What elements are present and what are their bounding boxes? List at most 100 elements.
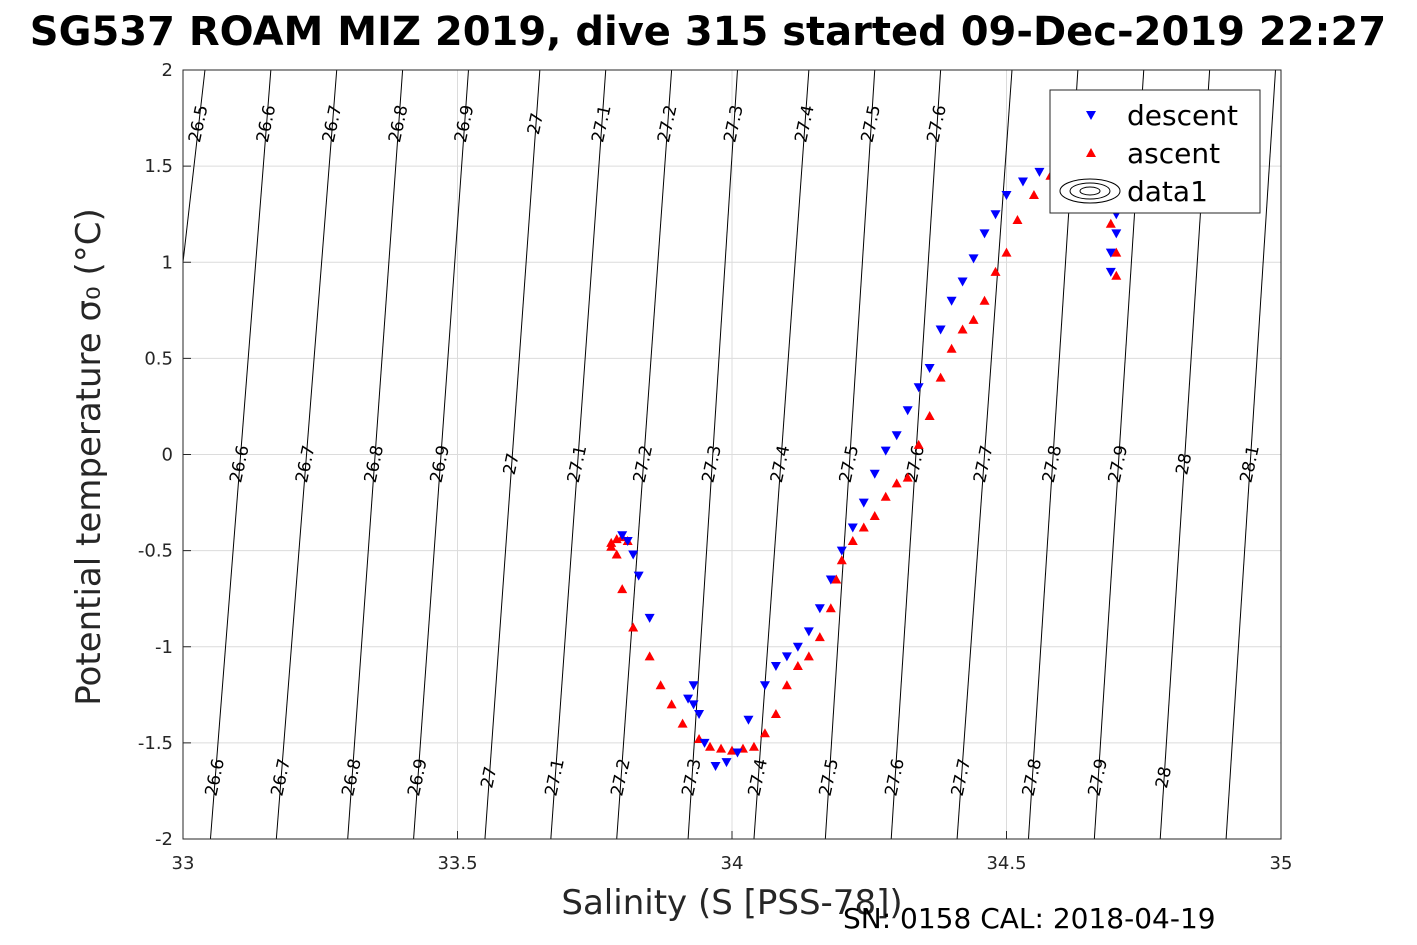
contour-line-26.5 <box>182 69 206 263</box>
ascent-point <box>836 555 847 565</box>
chart-title: SG537 ROAM MIZ 2019, dive 315 started 09… <box>30 9 1386 55</box>
y-axis-label: Potential temperature σ₀ (°C) <box>69 208 109 706</box>
y-tick-label: 1 <box>162 252 173 273</box>
descent-point <box>946 296 957 306</box>
descent-point <box>694 710 705 720</box>
legend-marker-ascent <box>1086 148 1096 157</box>
contour-line-27.7 <box>956 69 1013 840</box>
descent-point <box>688 681 699 691</box>
ascent-point <box>611 549 622 559</box>
ascent-point <box>1028 189 1039 199</box>
contour-line-26.9 <box>413 69 469 840</box>
ascent-point <box>617 584 628 594</box>
y-tick-label: -1 <box>155 637 173 658</box>
descent-point <box>683 694 694 704</box>
descent-point <box>935 325 946 335</box>
descent-point <box>990 210 1001 220</box>
ascent-point <box>913 439 924 449</box>
legend-label-ascent: ascent <box>1127 137 1220 170</box>
y-tick-label: -0.5 <box>138 541 173 562</box>
descent-point <box>699 738 710 748</box>
contour-line-26.8 <box>347 69 404 840</box>
descent-point <box>743 715 754 725</box>
y-tick-label: -1.5 <box>138 733 173 754</box>
contour-line-27.2 <box>616 69 673 840</box>
x-tick-label: 33.5 <box>437 853 477 874</box>
ascent-point <box>825 603 836 613</box>
ascent-point <box>968 314 979 324</box>
ascent-point <box>1012 214 1023 224</box>
ascent-point <box>946 343 957 353</box>
contour-line-26.7 <box>275 69 338 840</box>
ascent-point <box>655 680 666 690</box>
calibration-footer: SN: 0158 CAL: 2018-04-19 <box>843 902 1216 935</box>
y-axis-ticks: -2 -1.5 -1 -0.5 0 0.5 1 1.5 2 <box>138 60 191 850</box>
ascent-point <box>781 680 792 690</box>
x-tick-label: 35 <box>1270 853 1293 874</box>
contour-label-27: 27 <box>500 451 524 476</box>
x-tick-label: 34 <box>721 853 744 874</box>
descent-point <box>913 383 924 393</box>
legend-label-descent: descent <box>1127 99 1238 132</box>
ascent-point <box>957 324 968 334</box>
y-tick-label: 0.5 <box>144 348 173 369</box>
contour-line-28.1 <box>1225 69 1277 840</box>
descent-point <box>847 523 858 533</box>
x-axis-label: Salinity (S [PSS-78]) <box>561 883 902 923</box>
ascent-point <box>831 574 842 584</box>
descent-point <box>1111 229 1122 239</box>
x-tick-label: 33 <box>172 853 195 874</box>
contour-line-26.6 <box>209 69 272 840</box>
descent-point <box>721 758 732 768</box>
ascent-point <box>628 622 639 632</box>
descent-point <box>759 681 770 691</box>
ascent-point <box>869 511 880 521</box>
ascent-point <box>644 651 655 661</box>
descent-point <box>688 700 699 710</box>
descent-point <box>979 229 990 239</box>
ascent-point <box>1105 218 1116 228</box>
descent-point <box>628 550 639 560</box>
legend-label-data1: data1 <box>1127 175 1208 208</box>
descent-point <box>836 546 847 556</box>
x-tick-label: 34.5 <box>986 853 1026 874</box>
ascent-point <box>759 728 770 738</box>
ascent-point <box>748 741 759 751</box>
descent-point <box>770 661 781 671</box>
ascent-point <box>902 472 913 482</box>
contour-line-27.5 <box>824 69 876 840</box>
legend-marker-descent <box>1086 111 1096 120</box>
descent-point <box>1105 248 1116 258</box>
ascent-point <box>677 718 688 728</box>
contour-line-27 <box>484 69 541 840</box>
descent-point <box>644 613 655 623</box>
descent-point <box>891 431 902 441</box>
descent-point <box>814 604 825 614</box>
density-contours <box>182 69 1277 840</box>
descent-point <box>710 761 721 771</box>
y-tick-label: 0 <box>162 445 173 466</box>
ascent-point <box>858 522 869 532</box>
ascent-point <box>1001 247 1012 257</box>
descent-point <box>1034 167 1045 177</box>
descent-point <box>880 446 891 456</box>
y-tick-label: 2 <box>162 60 173 81</box>
y-tick-label: 1.5 <box>144 156 173 177</box>
ascent-point <box>1111 247 1122 257</box>
descent-point <box>924 363 935 373</box>
descent-point <box>781 652 792 662</box>
ascent-point <box>814 632 825 642</box>
descent-point <box>869 469 880 479</box>
contour-label-28: 28 <box>1152 765 1176 790</box>
ascent-point <box>803 651 814 661</box>
ascent-point <box>666 699 677 709</box>
contour-line-27.6 <box>890 69 942 840</box>
contour-label-27: 27 <box>477 765 501 790</box>
contour-line-27.4 <box>753 69 810 840</box>
descent-point <box>968 254 979 264</box>
ascent-point <box>990 266 1001 276</box>
ascent-point <box>924 411 935 421</box>
ascent-point <box>979 295 990 305</box>
ascent-point <box>606 537 617 547</box>
ascent-point <box>935 372 946 382</box>
